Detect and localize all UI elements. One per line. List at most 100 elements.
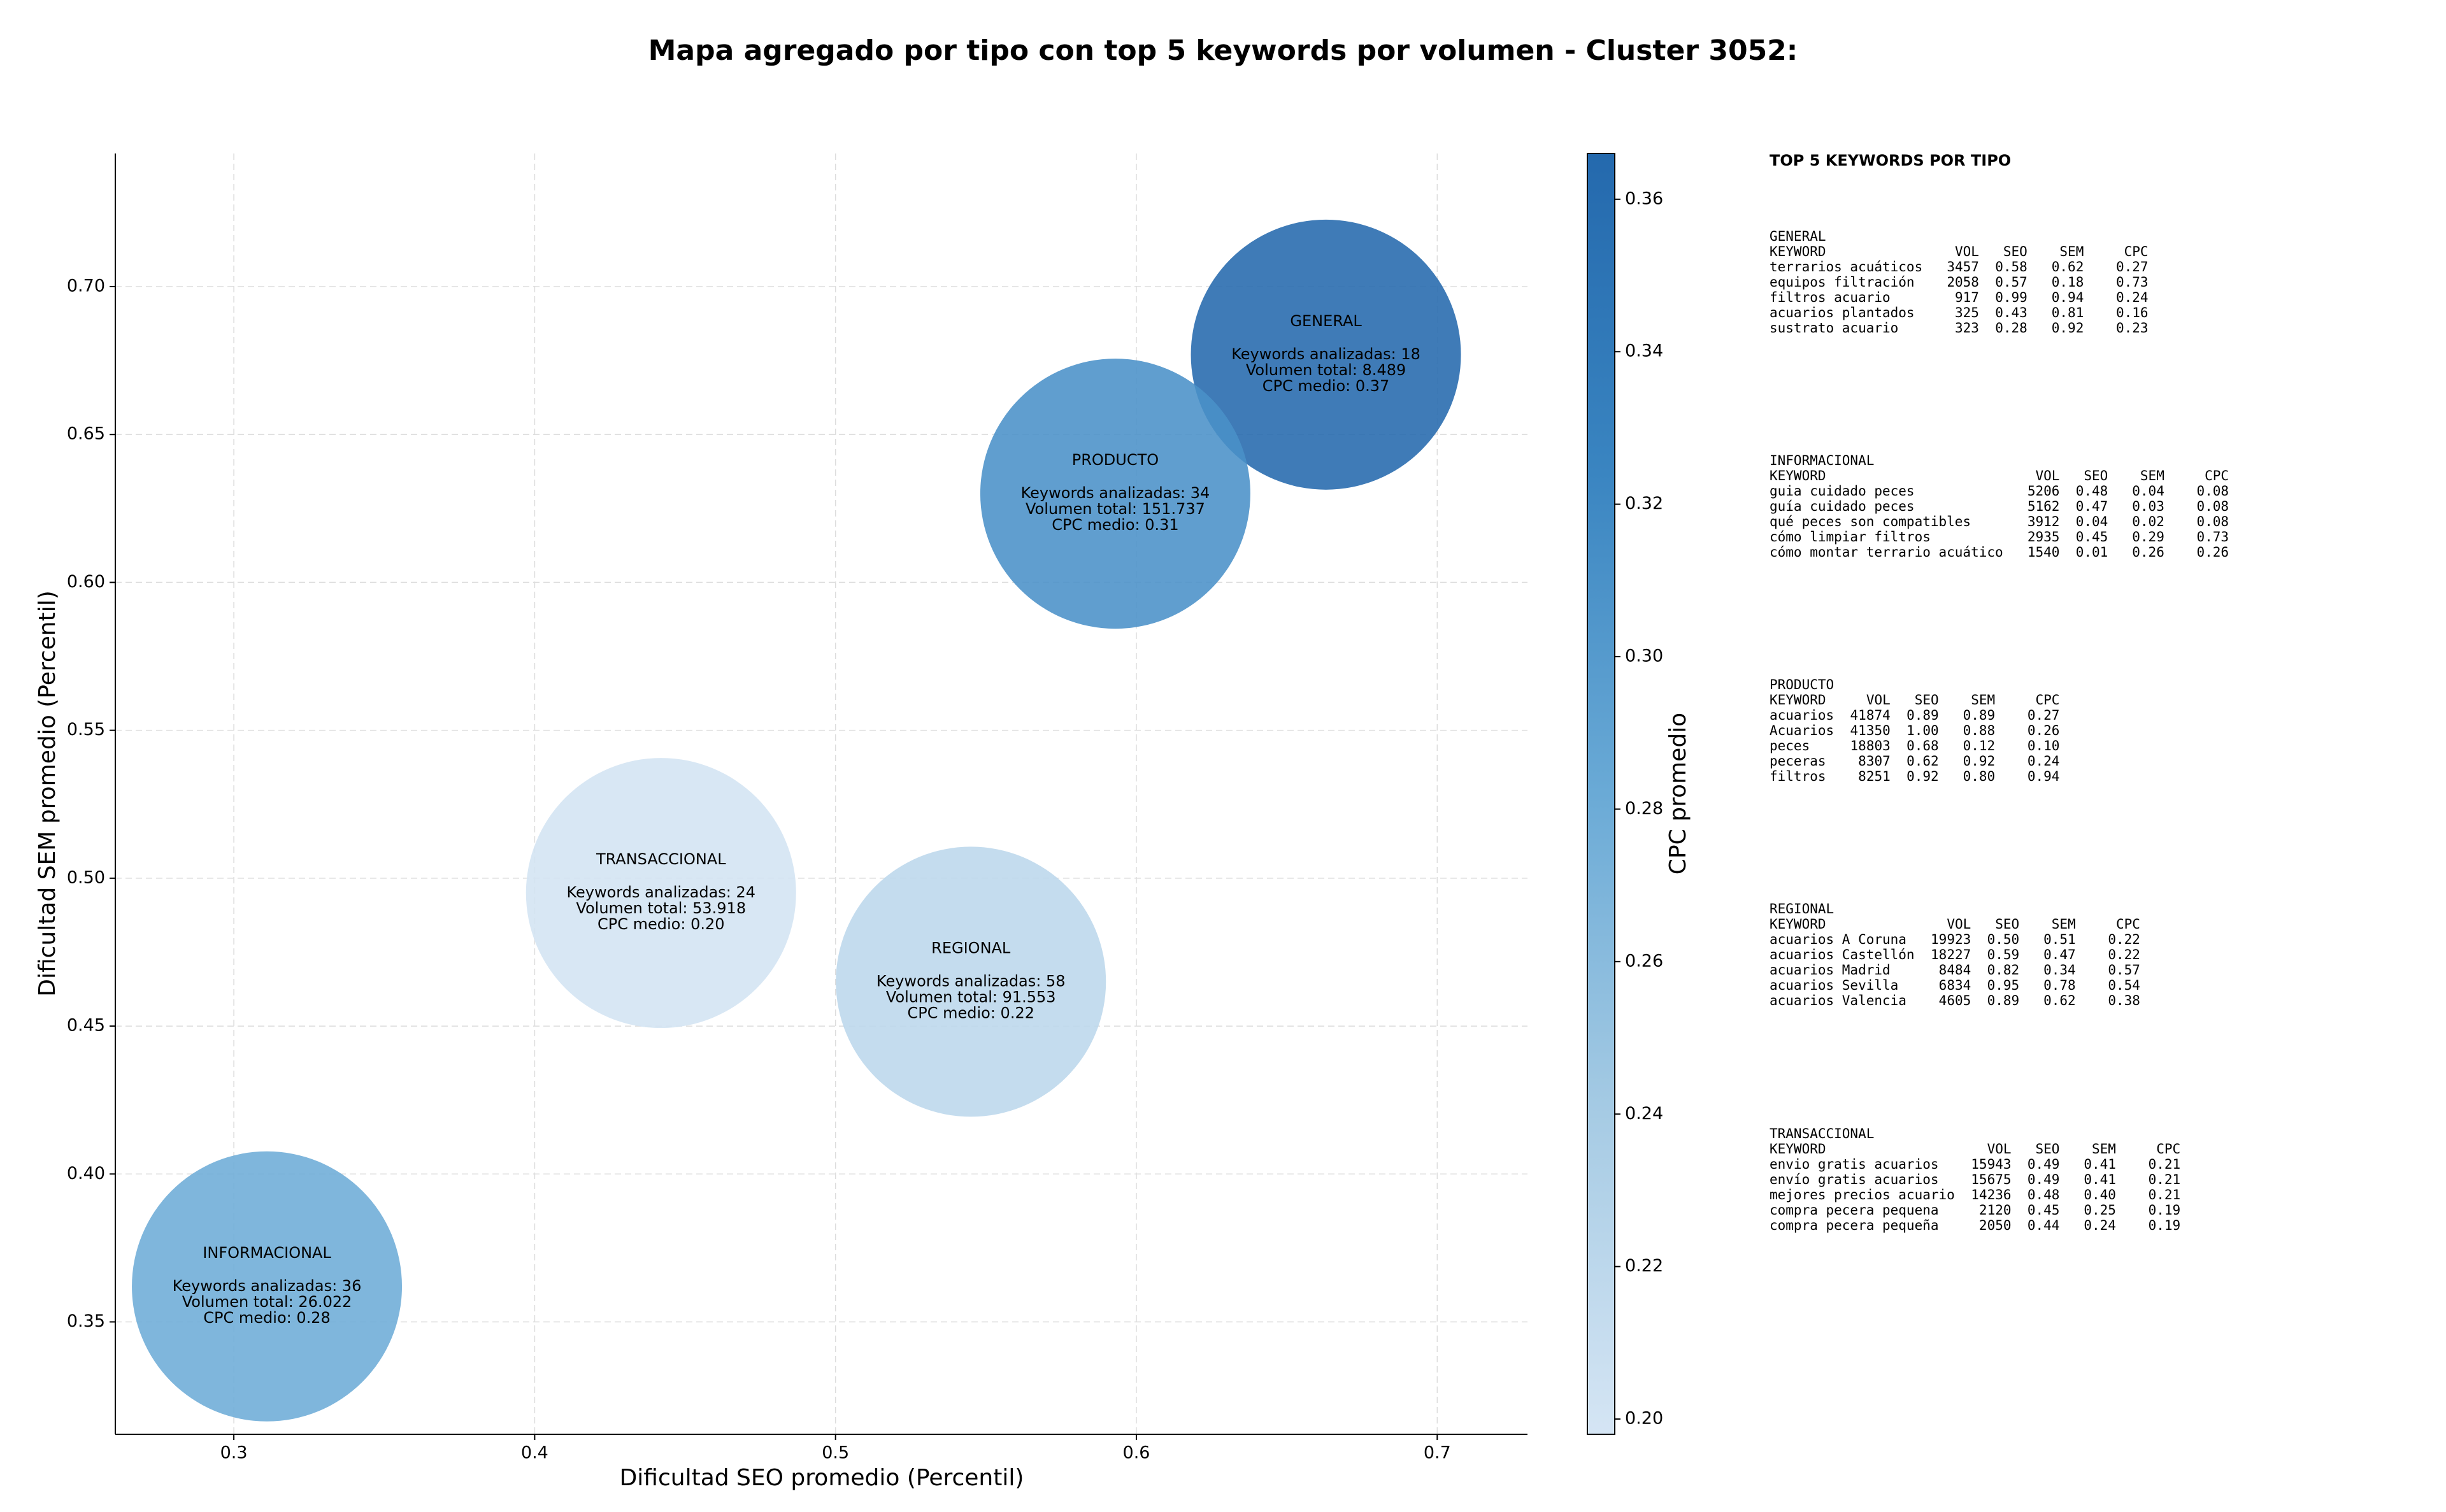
table-cell: 0.92 <box>1963 753 1996 769</box>
bubble-label: Volumen total: 26.022 <box>182 1293 352 1311</box>
table-cell: acuarios Valencia <box>1770 993 1906 1008</box>
table-cell: 0.48 <box>2076 483 2108 499</box>
table-cell: 0.45 <box>2076 529 2108 545</box>
chart-title: Mapa agregado por tipo con top 5 keyword… <box>648 34 1798 67</box>
table-cell: 0.26 <box>2196 545 2229 560</box>
column-header: VOL <box>1987 1141 2012 1157</box>
table-cell: 0.10 <box>2028 738 2060 753</box>
bubble-label: Keywords analizadas: 36 <box>173 1277 362 1295</box>
table-cell: peces <box>1770 738 1810 753</box>
bubble-title: REGIONAL <box>931 939 1011 957</box>
table-cell: 917 <box>1955 290 1979 305</box>
table-cell: 0.49 <box>2028 1157 2060 1172</box>
table-cell: 41350 <box>1850 723 1891 738</box>
bubble <box>980 359 1250 629</box>
table-cell: 0.21 <box>2149 1172 2181 1187</box>
y-tick-label: 0.45 <box>67 1016 105 1036</box>
table-cell: 0.04 <box>2076 514 2108 529</box>
colorbar-tick-label: 0.24 <box>1625 1104 1663 1123</box>
table-cell: 18227 <box>1931 947 1971 962</box>
table-cell: acuarios A Coruna <box>1770 932 1906 947</box>
table-cell: 0.08 <box>2196 499 2229 514</box>
table-cell: qué peces son compatibles <box>1770 514 1971 529</box>
column-header: SEM <box>2059 244 2084 259</box>
table-cell: 0.19 <box>2149 1202 2181 1218</box>
table-cell: 0.45 <box>2028 1202 2060 1218</box>
table-cell: 0.26 <box>2132 545 2164 560</box>
table-cell: 2120 <box>1979 1202 2012 1218</box>
group-name: TRANSACCIONAL <box>1770 1126 1874 1141</box>
column-header: SEM <box>1971 692 1995 708</box>
y-tick-label: 0.65 <box>67 424 105 444</box>
colorbar-tick-label: 0.26 <box>1625 951 1663 971</box>
table-cell: 0.27 <box>2028 708 2060 723</box>
table-cell: guía cuidado peces <box>1770 499 1915 514</box>
table-cell: peceras <box>1770 753 1826 769</box>
x-tick-label: 0.3 <box>220 1443 248 1463</box>
table-cell: 0.01 <box>2076 545 2108 560</box>
table-cell: 0.34 <box>2043 962 2076 978</box>
table-cell: 0.78 <box>2043 978 2076 993</box>
column-header: VOL <box>2035 468 2059 483</box>
table-cell: acuarios Sevilla <box>1770 978 1898 993</box>
colorbar-tick-label: 0.32 <box>1625 494 1663 513</box>
bubble-label: CPC medio: 0.28 <box>203 1309 331 1327</box>
table-cell: 6834 <box>1939 978 1971 993</box>
y-tick-label: 0.60 <box>67 572 105 592</box>
table-cell: 0.89 <box>1987 993 2020 1008</box>
table-cell: 0.89 <box>1963 708 1996 723</box>
table-cell: 0.48 <box>2028 1187 2060 1202</box>
x-tick-label: 0.5 <box>822 1443 849 1463</box>
bubble-label: Volumen total: 151.737 <box>1026 500 1205 518</box>
table-cell: 0.02 <box>2132 514 2164 529</box>
table-cell: 0.50 <box>1987 932 2020 947</box>
table-cell: 0.73 <box>2116 275 2149 290</box>
table-cell: 0.80 <box>1963 769 1996 784</box>
bubble <box>836 846 1106 1117</box>
y-tick-label: 0.40 <box>67 1164 105 1183</box>
table-cell: 0.81 <box>2052 305 2084 320</box>
column-header: CPC <box>2035 692 2059 708</box>
table-cell: 0.89 <box>1906 708 1939 723</box>
table-cell: acuarios Castellón <box>1770 947 1915 962</box>
table-cell: 0.94 <box>2028 769 2060 784</box>
table-cell: sustrato acuario <box>1770 320 1898 336</box>
table-cell: 0.43 <box>1995 305 2028 320</box>
table-cell: 1540 <box>2028 545 2060 560</box>
table-cell: 0.26 <box>2028 723 2060 738</box>
x-axis-label: Dificultad SEO promedio (Percentil) <box>620 1465 1024 1491</box>
bubble-title: PRODUCTO <box>1072 451 1159 469</box>
table-cell: 0.18 <box>2052 275 2084 290</box>
colorbar-tick-label: 0.36 <box>1625 189 1663 208</box>
table-cell: 0.41 <box>2084 1172 2116 1187</box>
colorbar <box>1587 153 1615 1435</box>
table-cell: 0.58 <box>1995 259 2028 275</box>
table-cell: 2058 <box>1947 275 1979 290</box>
table-cell: terrarios acuáticos <box>1770 259 1922 275</box>
table-cell: 0.92 <box>2052 320 2084 336</box>
table-cell: 0.82 <box>1987 962 2020 978</box>
table-cell: 0.08 <box>2196 514 2229 529</box>
column-header: KEYWORD <box>1770 916 1826 932</box>
table-cell: 0.51 <box>2043 932 2076 947</box>
table-cell: 0.08 <box>2196 483 2229 499</box>
table-cell: 8307 <box>1858 753 1891 769</box>
bubble-label: Keywords analizadas: 18 <box>1231 345 1420 363</box>
table-cell: equipos filtración <box>1770 275 1915 290</box>
colorbar-tick-label: 0.22 <box>1625 1256 1663 1276</box>
bubble-title: INFORMACIONAL <box>203 1244 331 1262</box>
column-header: CPC <box>2205 468 2229 483</box>
table-cell: 0.54 <box>2108 978 2140 993</box>
table-cell: 3912 <box>2028 514 2060 529</box>
table-cell: 0.40 <box>2084 1187 2116 1202</box>
table-cell: 0.59 <box>1987 947 2020 962</box>
bubble-label: CPC medio: 0.31 <box>1052 516 1179 534</box>
table-cell: 0.44 <box>2028 1218 2060 1233</box>
table-cell: filtros <box>1770 769 1826 784</box>
table-cell: cómo limpiar filtros <box>1770 529 1931 545</box>
y-axis-label: Dificultad SEM promedio (Percentil) <box>34 590 61 997</box>
column-header: SEO <box>1915 692 1939 708</box>
bubble-label: Keywords analizadas: 58 <box>876 972 1066 990</box>
column-header: VOL <box>1955 244 1979 259</box>
